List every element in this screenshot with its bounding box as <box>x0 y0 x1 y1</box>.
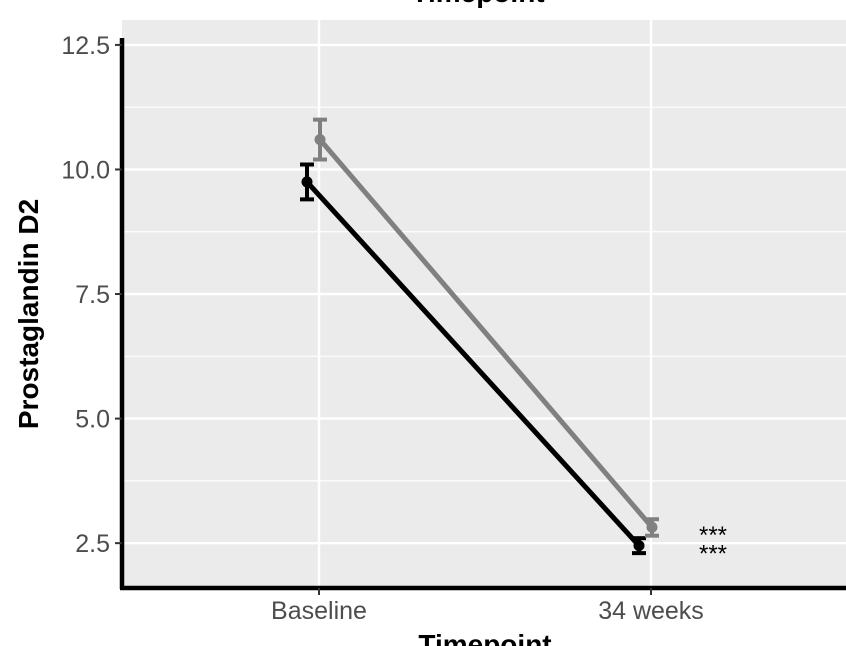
significance-annotation: *** <box>699 541 727 568</box>
data-point <box>646 521 658 533</box>
y-tick-label: 5.0 <box>75 406 110 434</box>
series-group <box>300 117 659 556</box>
y-tick-label: 12.5 <box>61 32 110 60</box>
y-axis-title: Prostaglandin D2 <box>13 199 44 429</box>
data-point <box>301 176 313 188</box>
panel-background <box>122 20 846 588</box>
x-tick-label: 34 weeks <box>598 597 704 625</box>
axes <box>115 38 846 595</box>
series-1-line <box>305 180 641 548</box>
data-point <box>633 540 645 552</box>
y-tick-label: 10.0 <box>61 156 110 184</box>
x-axis-title: Timepoint <box>418 629 551 646</box>
chart-title: Timepoint <box>411 0 544 8</box>
plot-panel <box>122 20 846 588</box>
grid <box>122 20 846 588</box>
labels: Timepoint Timepoint Prostaglandin D2 2.5… <box>13 0 727 646</box>
y-tick-label: 2.5 <box>75 530 110 558</box>
significance-annotation: *** <box>699 522 727 549</box>
series-2-line <box>318 137 654 529</box>
y-tick-label: 7.5 <box>75 281 110 309</box>
x-tick-label: Baseline <box>271 597 367 625</box>
data-point <box>314 134 326 146</box>
